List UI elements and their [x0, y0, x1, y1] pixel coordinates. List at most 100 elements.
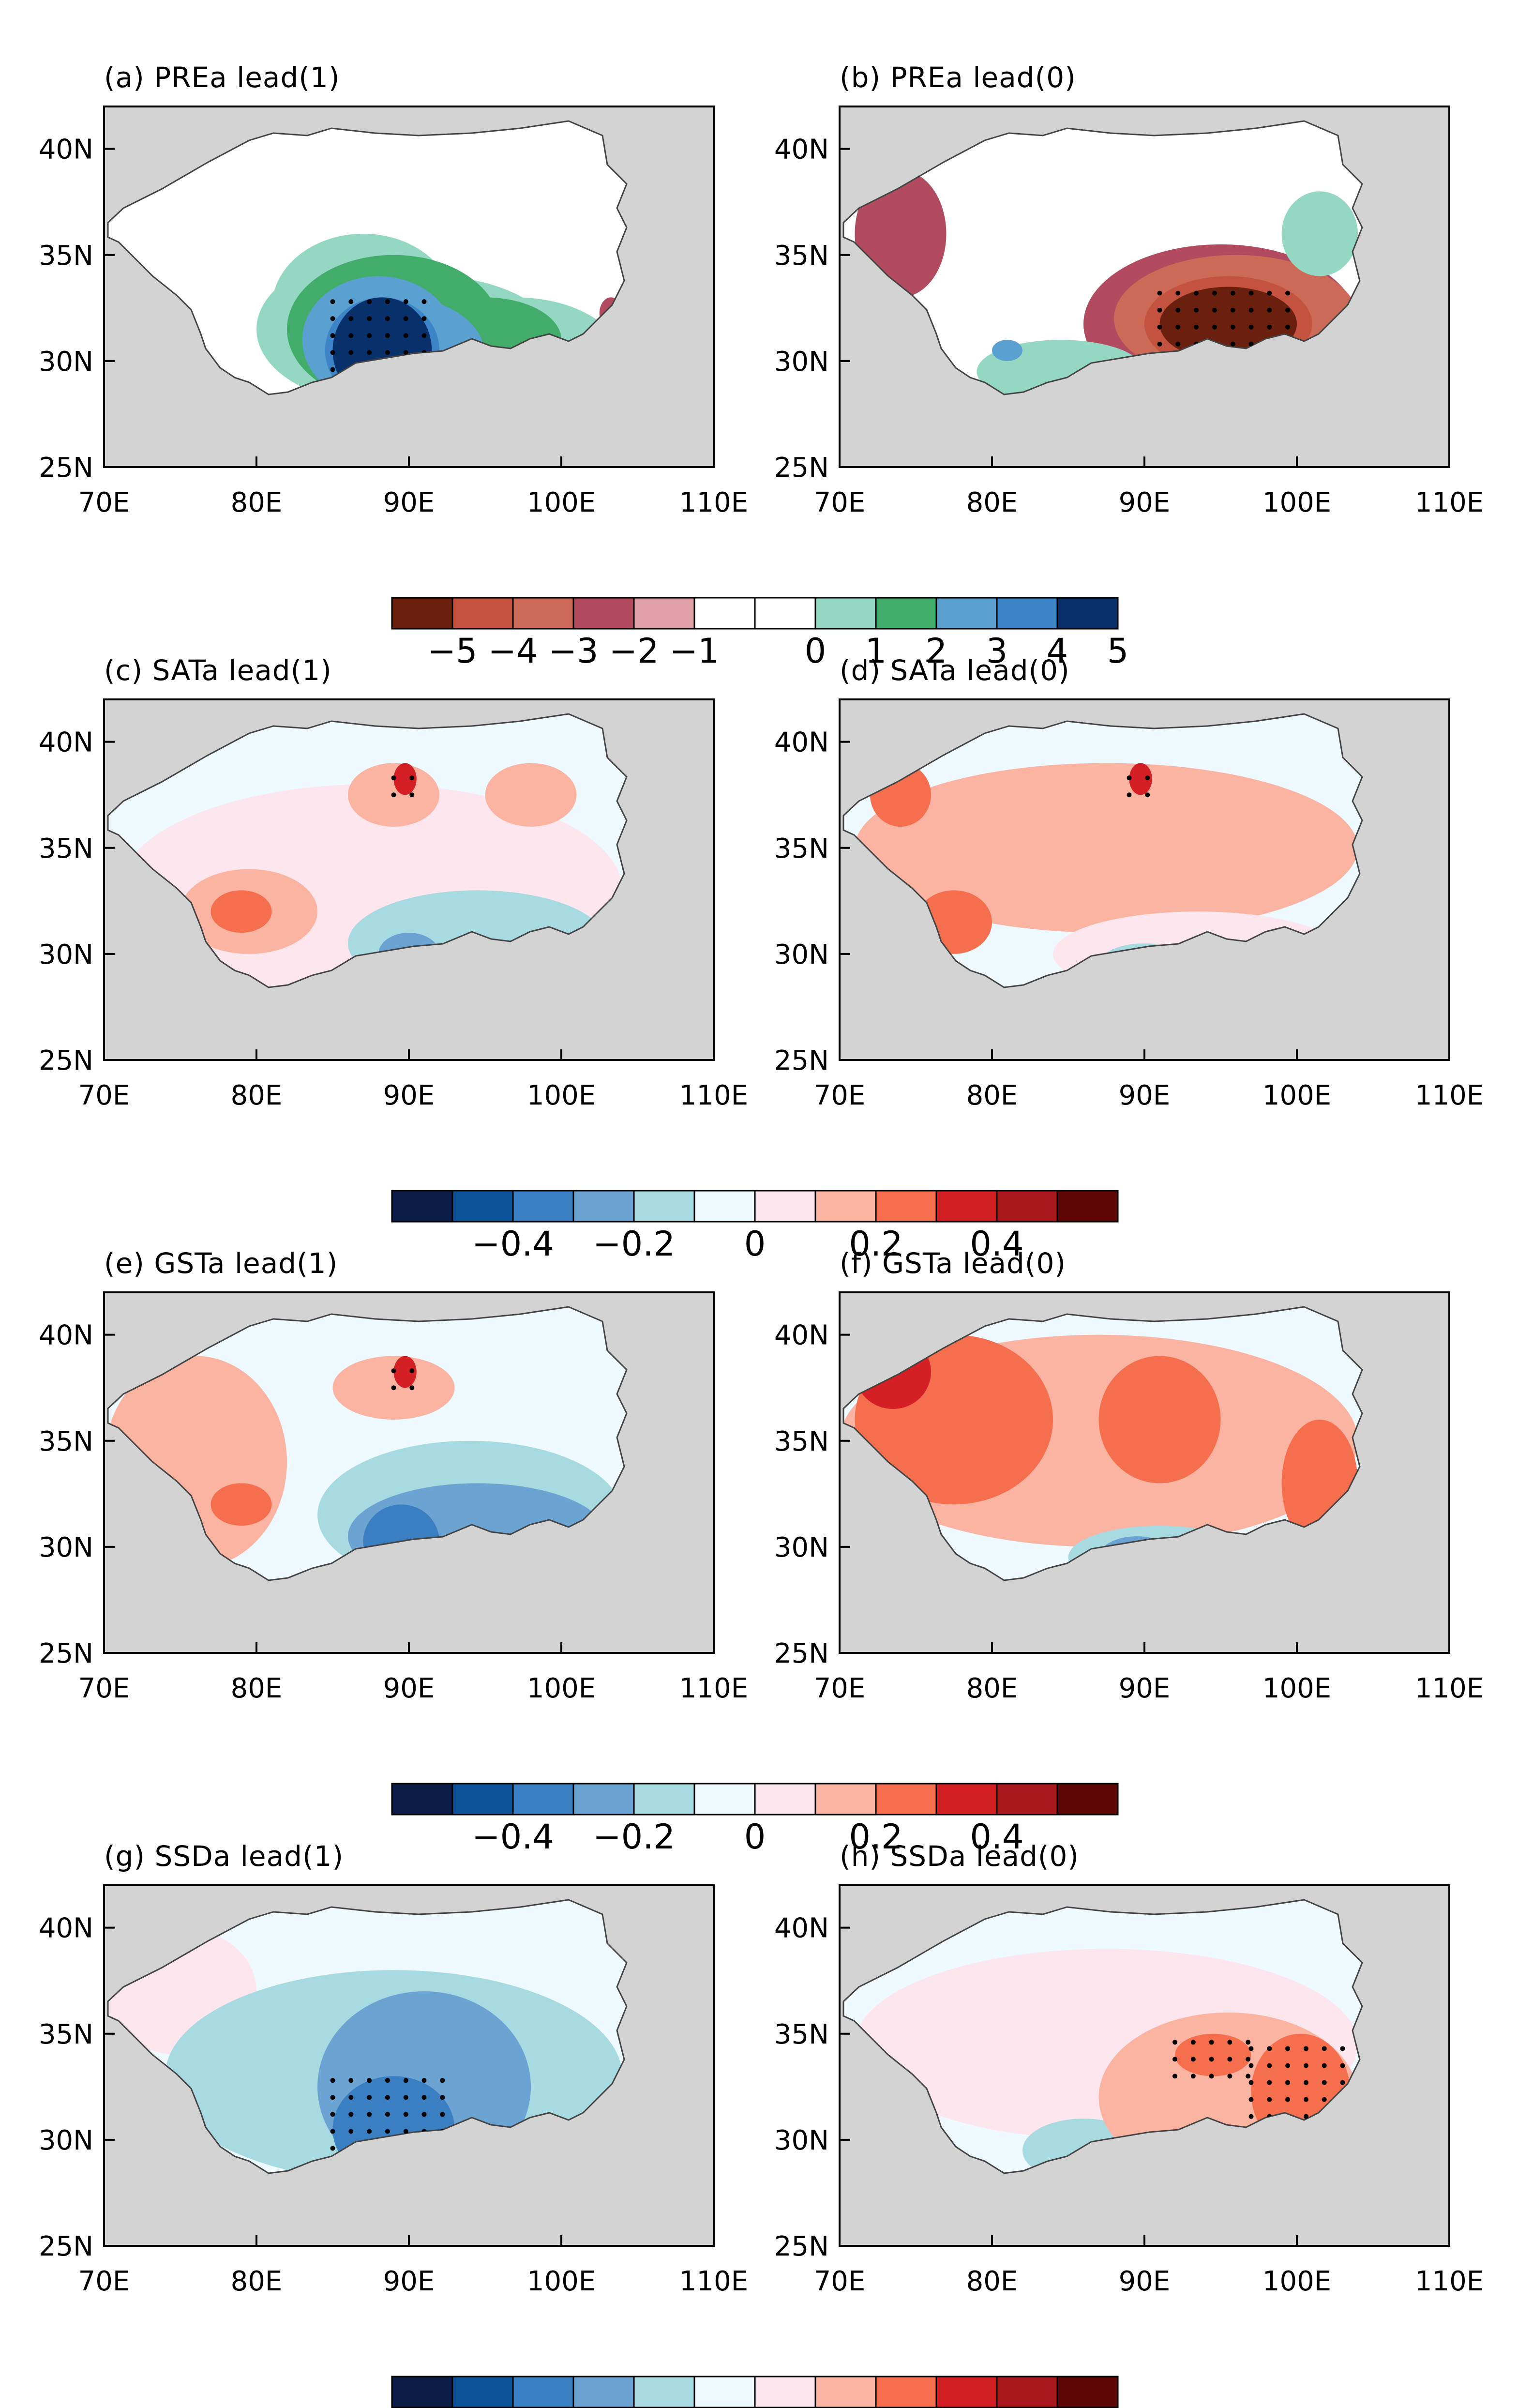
y-tick-label: 35N: [39, 1426, 93, 1457]
panel-title: (c) SATa lead(1): [104, 654, 332, 687]
x-tick-label: 100E: [1262, 487, 1331, 518]
colorbar-swatch: [814, 2376, 877, 2408]
colorbar-label: 3: [986, 631, 1008, 671]
colorbar-swatch: [935, 597, 998, 630]
stipple-dot: [1322, 2080, 1327, 2085]
x-tick-label: 70E: [814, 1673, 866, 1704]
x-tick-label: 70E: [78, 1673, 130, 1704]
panel-title: (a) PREa lead(1): [104, 61, 340, 94]
stipple-dot: [1285, 2080, 1291, 2085]
stipple-dot: [1157, 290, 1162, 296]
stipple-dot: [1303, 2063, 1308, 2068]
stipple-dot: [367, 2112, 372, 2117]
x-tick-label: 80E: [966, 487, 1018, 518]
y-tick-label: 30N: [39, 939, 93, 970]
stipple-dot: [367, 316, 372, 321]
y-tick-label: 25N: [39, 1638, 93, 1669]
stipple-dot: [409, 792, 415, 798]
stipple-dot: [403, 350, 408, 355]
stipple-dot: [1194, 307, 1199, 313]
colorbar-swatch: [814, 597, 877, 630]
y-tick-label: 30N: [39, 346, 93, 378]
stipple-dot: [403, 316, 408, 321]
colorbar-swatch: [935, 1190, 998, 1223]
y-tick-label: 30N: [774, 1532, 829, 1563]
x-tick-label: 70E: [78, 487, 130, 518]
x-tick-label: 100E: [527, 1673, 596, 1704]
colorbar-swatch: [996, 597, 1058, 630]
x-tick-label: 100E: [1262, 2266, 1331, 2297]
y-tick-label: 25N: [39, 1045, 93, 1076]
stipple-dot: [348, 2095, 354, 2100]
y-tick-label: 35N: [39, 833, 93, 864]
colorbar-swatch: [391, 1190, 453, 1223]
stipple-dot: [330, 367, 335, 372]
colorbar-label: 5: [1107, 631, 1129, 671]
colorbar-swatch: [1056, 1783, 1119, 1816]
colorbar-swatch: [633, 597, 695, 630]
anomaly-contour-2: [485, 763, 577, 827]
map-panel-f: (f) GSTa lead(0) 70E 80E 90E 100E 110E 40N 35N 3…: [774, 1247, 1484, 1704]
x-tick-label: 90E: [1119, 2266, 1171, 2297]
stipple-dot: [1175, 324, 1181, 330]
x-tick-label: 90E: [383, 1080, 435, 1111]
stipple-dot: [1230, 307, 1235, 313]
colorbar-swatch: [814, 1190, 877, 1223]
x-tick-label: 80E: [231, 2266, 283, 2297]
y-tick-label: 30N: [774, 939, 829, 970]
plateau-boundary: [107, 1899, 628, 2174]
stipple-dot: [330, 350, 335, 355]
stipple-dot: [385, 2095, 390, 2100]
anomaly-contour-3: [210, 1483, 272, 1526]
stipple-dot: [1209, 2040, 1214, 2045]
stipple-dot: [367, 333, 372, 338]
x-tick-label: 80E: [231, 1080, 283, 1111]
anomaly-contour-3: [992, 340, 1022, 361]
stipple-dot: [1145, 775, 1150, 781]
colorbar-label: 2: [926, 631, 947, 671]
map-panel-h: (h) SSDa lead(0) 70E 80E 90E 100E 110E 40N 35N 3…: [774, 1840, 1484, 2297]
stipple-dot: [1248, 341, 1254, 347]
x-tick-label: 90E: [1119, 487, 1171, 518]
stipple-dot: [391, 1385, 396, 1391]
plateau-boundary: [842, 1899, 1363, 2174]
stipple-dot: [330, 2112, 335, 2117]
stipple-dot: [421, 2112, 427, 2117]
y-tick-label: 25N: [774, 452, 829, 484]
stipple-dot: [391, 775, 396, 781]
panel-title: (f) GSTa lead(0): [840, 1247, 1066, 1280]
y-tick-label: 35N: [774, 1426, 829, 1457]
map-panel-d: (d) SATa lead(0) 70E 80E 90E 100E 110E 40N 35N 3…: [774, 654, 1484, 1111]
colorbar-swatch: [1056, 1190, 1119, 1223]
stipple-dot: [1230, 341, 1235, 347]
colorbar-swatch: [633, 1783, 695, 1816]
plateau-boundary: [842, 713, 1363, 988]
colorbar-swatch: [512, 1783, 574, 1816]
stipple-dot: [1190, 2040, 1196, 2045]
stipple-dot: [330, 299, 335, 304]
colorbar-label: 0.2: [849, 1224, 902, 1264]
y-tick-label: 35N: [39, 240, 93, 272]
colorbar-label: −0.2: [593, 1224, 675, 1264]
y-tick-label: 40N: [774, 134, 829, 166]
colorbar-swatch: [875, 597, 937, 630]
colorbar-label: 0.2: [849, 1817, 902, 1857]
colorbar-swatch: [1056, 2376, 1119, 2408]
stipple-dot: [385, 316, 390, 321]
colorbar-label: 4: [1047, 631, 1068, 671]
stipple-dot: [1157, 324, 1162, 330]
stipple-dot: [1248, 290, 1254, 296]
stipple-dot: [421, 2095, 427, 2100]
colorbar-swatch: [391, 597, 453, 630]
y-tick-label: 25N: [39, 452, 93, 484]
x-tick-label: 90E: [1119, 1080, 1171, 1111]
stipple-dot: [1190, 2074, 1196, 2079]
stipple-dot: [1209, 2057, 1214, 2062]
stipple-dot: [1248, 307, 1254, 313]
x-tick-label: 110E: [679, 487, 748, 518]
panel-title: (b) PREa lead(0): [840, 61, 1076, 94]
colorbar-swatch: [754, 1783, 816, 1816]
anomaly-contour-4: [1129, 763, 1152, 795]
stipple-dot: [421, 333, 427, 338]
y-tick-label: 35N: [774, 240, 829, 272]
